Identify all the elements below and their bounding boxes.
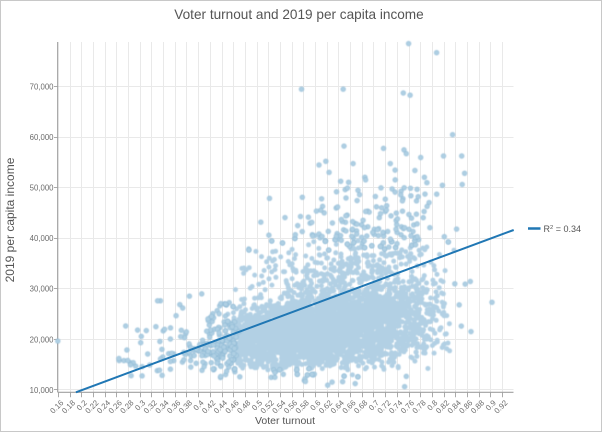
svg-text:30,000: 30,000 bbox=[30, 285, 55, 294]
svg-text:0.92: 0.92 bbox=[492, 398, 509, 415]
svg-text:Voter turnout: Voter turnout bbox=[255, 415, 315, 427]
svg-text:R2 = 0.34: R2 = 0.34 bbox=[544, 224, 582, 234]
svg-text:2019 per capita income: 2019 per capita income bbox=[3, 157, 17, 282]
svg-text:20,000: 20,000 bbox=[30, 335, 55, 344]
svg-text:10,000: 10,000 bbox=[30, 386, 55, 395]
svg-text:60,000: 60,000 bbox=[30, 133, 55, 142]
svg-text:40,000: 40,000 bbox=[30, 234, 55, 243]
svg-text:50,000: 50,000 bbox=[30, 184, 55, 193]
svg-text:70,000: 70,000 bbox=[30, 83, 55, 92]
